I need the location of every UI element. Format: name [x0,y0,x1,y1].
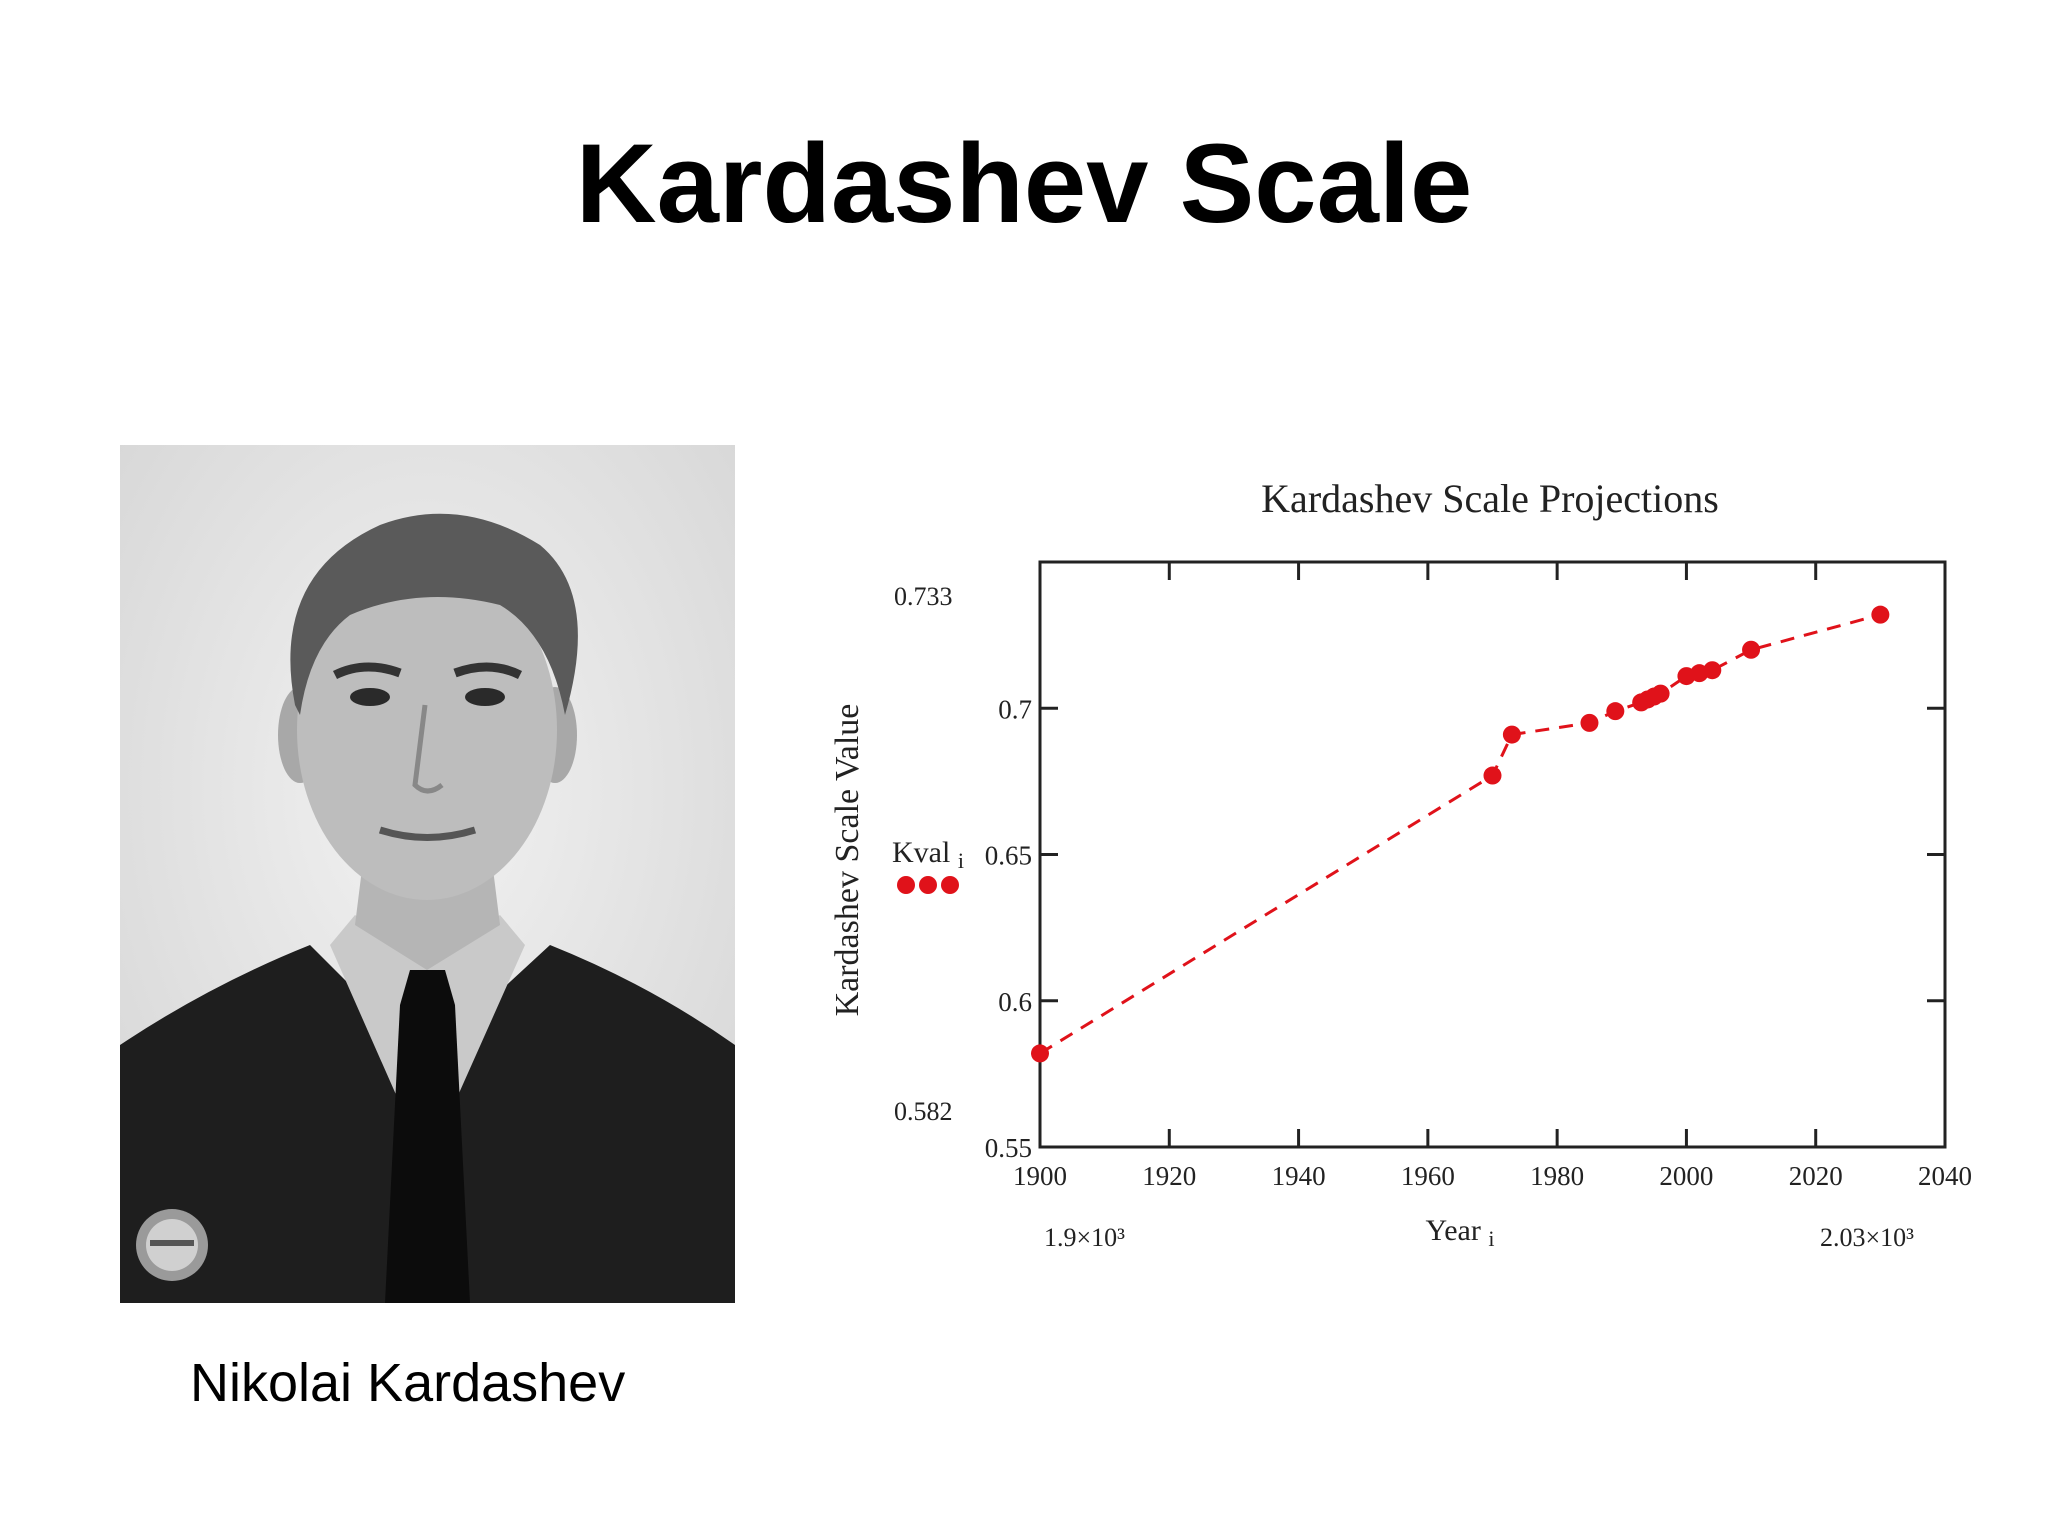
x-axis-label-text: Year [1426,1214,1481,1247]
legend-label-text: Kval [892,836,950,869]
data-point [1483,766,1502,785]
legend-marker [919,876,937,894]
range-label-xmax: 2.03×10³ [1820,1223,1914,1252]
y-ticks: 0.55 0.6 0.65 0.7 [985,694,1945,1163]
y-axis-label: Kardashev Scale Value [829,704,866,1017]
x-tick-label: 2040 [1918,1161,1972,1191]
y-tick-label: 0.6 [998,987,1032,1017]
legend-label: Kval i [892,836,964,873]
x-axis-label-subscript: i [1488,1226,1494,1251]
range-label-ymin: 0.582 [894,1097,953,1126]
legend-marker [941,876,959,894]
y-tick-label: 0.55 [985,1133,1032,1163]
x-tick-label: 1980 [1530,1161,1584,1191]
series-line [1039,613,1881,1055]
kardashev-chart: Kardashev Scale Projections 1900 1920 1940… [829,476,1972,1252]
range-label-ymax: 0.733 [894,582,953,611]
plot-frame [1038,560,1947,1149]
data-point [1580,713,1599,732]
x-tick-label: 1920 [1142,1161,1196,1191]
data-point [1031,1044,1049,1063]
legend-marker [897,876,915,894]
chart-title: Kardashev Scale Projections [1261,476,1719,521]
x-ticks: 1900 1920 1940 1960 1980 2000 2020 2040 [1013,562,1972,1191]
data-point [1606,702,1625,721]
x-tick-label: 1940 [1272,1161,1326,1191]
slide-title: Kardashev Scale [575,121,1473,246]
x-tick-label: 2020 [1789,1161,1843,1191]
portrait-photo [120,445,735,1303]
photo-caption: Nikolai Kardashev [190,1353,626,1413]
series-points [1031,605,1890,1063]
x-tick-label: 1960 [1401,1161,1455,1191]
legend-markers [897,876,959,894]
y-tick-label: 0.7 [998,694,1032,724]
data-point [1651,684,1670,703]
x-axis-label: Year i [1426,1214,1495,1251]
data-point [1703,661,1722,680]
y-tick-label: 0.65 [985,841,1032,871]
range-label-xmin: 1.9×10³ [1044,1223,1125,1252]
legend-label-subscript: i [958,848,964,873]
x-tick-label: 2000 [1659,1161,1713,1191]
x-tick-label: 1900 [1013,1161,1067,1191]
series-line-path [1039,613,1881,1055]
data-point [1502,725,1521,744]
data-point [1871,605,1890,624]
data-point [1742,640,1761,659]
